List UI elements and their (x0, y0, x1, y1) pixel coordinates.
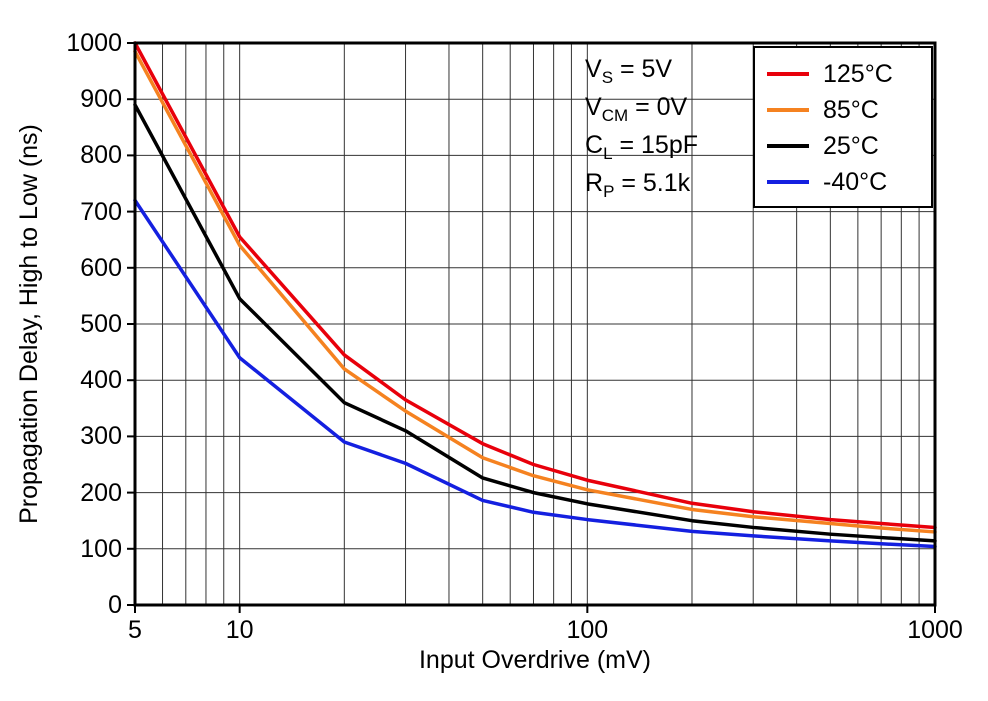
y-tick-label: 600 (80, 253, 122, 282)
y-tick-label: 800 (80, 141, 122, 170)
x-tick-label: 100 (566, 616, 609, 644)
legend-swatch-line (767, 180, 809, 184)
condition-value: = 5V (613, 55, 673, 83)
legend-label: 25°C (823, 131, 879, 160)
legend-label: 85°C (823, 95, 879, 124)
legend-swatch-line (767, 108, 809, 112)
condition-subscript: S (601, 68, 614, 87)
condition-symbol: V (585, 93, 602, 121)
y-tick-label: 700 (80, 197, 122, 226)
condition-symbol: R (585, 169, 604, 197)
x-tick-label: 1000 (907, 616, 963, 644)
legend-label: 125°C (823, 59, 893, 88)
x-tick-label: 10 (225, 616, 254, 644)
condition-value: = 5.1k (614, 169, 691, 197)
y-tick-label: 0 (108, 591, 122, 619)
legend-item: -40°C (765, 164, 931, 200)
test-conditions: VS = 5V VCM = 0V CL = 15pF RP = 5.1k (585, 50, 698, 202)
condition-value: = 0V (628, 93, 688, 121)
y-tick-label: 300 (80, 422, 122, 451)
condition-symbol: V (585, 55, 602, 83)
y-tick-label: 200 (80, 478, 122, 507)
legend-item: 85°C (765, 92, 931, 128)
legend-item: 125°C (765, 56, 931, 92)
y-tick-label: 400 (80, 366, 122, 395)
legend-swatch-line (767, 72, 809, 76)
legend-swatch-line (767, 144, 809, 148)
condition-value: = 15pF (612, 131, 699, 159)
condition-line: RP = 5.1k (585, 164, 698, 202)
legend-label: -40°C (823, 167, 888, 196)
legend-item: 25°C (765, 128, 931, 164)
condition-subscript: L (603, 144, 613, 163)
x-tick-label: 5 (128, 616, 142, 644)
x-axis-title: Input Overdrive (mV) (418, 646, 651, 674)
condition-line: CL = 15pF (585, 126, 698, 164)
condition-subscript: P (603, 182, 615, 201)
condition-line: VS = 5V (585, 50, 698, 88)
y-tick-label: 900 (80, 85, 122, 114)
y-tick-label: 500 (80, 310, 122, 338)
condition-symbol: C (585, 131, 604, 159)
condition-subscript: CM (601, 106, 629, 125)
y-tick-label: 1000 (66, 29, 122, 57)
legend: 125°C 85°C 25°C -40°C (753, 46, 933, 208)
condition-line: VCM = 0V (585, 88, 698, 126)
y-tick-label: 100 (80, 534, 122, 563)
